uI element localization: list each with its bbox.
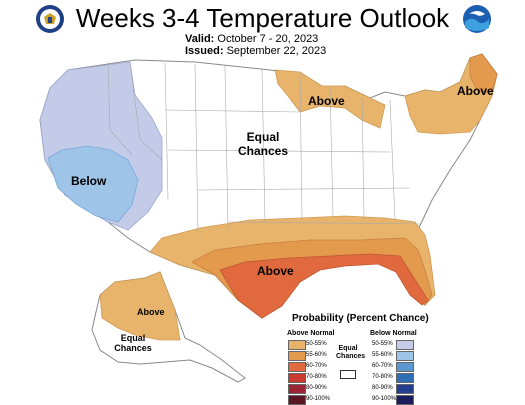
legend-below-label: 70-80%	[372, 374, 393, 380]
legend-above-swatch	[288, 362, 306, 372]
legend-above-label: 50-55%	[306, 341, 327, 347]
label-above-alaska: Above	[137, 307, 165, 317]
above-60-70-south	[219, 253, 429, 319]
legend-title: Probability (Percent Chance)	[292, 313, 429, 324]
page-title: Weeks 3-4 Temperature Outlook	[75, 3, 450, 33]
label-equal-line1: Equal	[246, 130, 280, 144]
legend-above-label: 55-60%	[306, 352, 327, 358]
label-alaska-equal-line1: Equal	[120, 333, 146, 343]
legend-above-label: 60-70%	[306, 363, 327, 369]
above-55-60-northeast	[469, 53, 498, 93]
legend-above-swatch	[288, 373, 306, 383]
legend-equal-chances: Equal Chances	[336, 345, 366, 361]
label-equal-chances-alaska: Equal Chances	[108, 333, 158, 353]
legend-below-label: 50-55%	[372, 341, 393, 347]
issued-value: September 22, 2023	[226, 45, 327, 57]
legend-below-label: 90-100%	[372, 396, 397, 402]
issued-label: Issued:	[185, 45, 224, 57]
legend-below-label: 55-60%	[372, 352, 393, 358]
legend-equal-swatch	[340, 370, 356, 379]
label-above-south: Above	[257, 264, 294, 278]
legend-below-header: Below Normal	[370, 330, 417, 337]
legend-above-swatch	[288, 384, 306, 394]
issued-line: Issued: September 22, 2023	[185, 45, 326, 57]
legend-below-label: 80-90%	[372, 385, 393, 391]
legend-below-swatch	[396, 340, 414, 350]
legend-below-swatch	[396, 395, 414, 405]
label-alaska-chances-line2: Chances	[114, 343, 152, 353]
legend-above-label: 90-100%	[306, 396, 331, 402]
doc-seal-icon	[36, 5, 64, 33]
noaa-logo-icon	[463, 5, 491, 33]
label-chances-line2: Chances	[237, 144, 289, 158]
valid-label: Valid:	[185, 33, 215, 45]
legend-above-label: 80-90%	[306, 385, 327, 391]
label-equal-chances-center: Equal Chances	[233, 130, 293, 158]
below-55-60-west	[47, 145, 139, 223]
label-above-northeast: Above	[457, 84, 494, 98]
legend-below-swatch	[396, 351, 414, 361]
legend-equal-line1: Equal	[338, 345, 358, 352]
valid-value: October 7 - 20, 2023	[217, 33, 319, 45]
legend-above-header: Above Normal	[287, 330, 335, 337]
legend-above-label: 70-80%	[306, 374, 327, 380]
legend-above-swatch	[288, 351, 306, 361]
state-boundaries	[107, 61, 421, 236]
legend-above-swatch	[288, 395, 306, 405]
legend-equal-line2: Chances	[336, 353, 366, 360]
legend-below-swatch	[396, 384, 414, 394]
label-above-north: Above	[308, 94, 345, 108]
legend-above-swatch	[288, 340, 306, 350]
valid-line: Valid: October 7 - 20, 2023	[185, 33, 318, 45]
legend-below-swatch	[396, 362, 414, 372]
legend-below-label: 60-70%	[372, 363, 393, 369]
legend-below-swatch	[396, 373, 414, 383]
above-50-55-alaska	[99, 271, 181, 341]
label-below-west: Below	[71, 174, 107, 188]
